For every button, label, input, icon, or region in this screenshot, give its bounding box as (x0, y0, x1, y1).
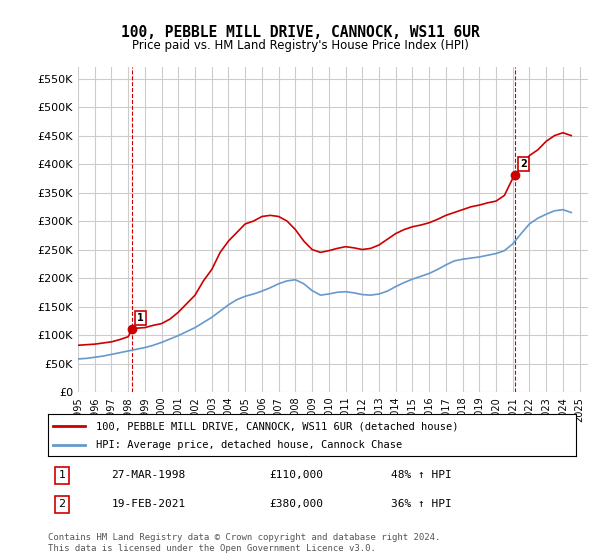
Text: 2: 2 (520, 159, 527, 169)
Text: 36% ↑ HPI: 36% ↑ HPI (391, 500, 452, 509)
Text: 100, PEBBLE MILL DRIVE, CANNOCK, WS11 6UR (detached house): 100, PEBBLE MILL DRIVE, CANNOCK, WS11 6U… (95, 421, 458, 431)
Text: Contains HM Land Registry data © Crown copyright and database right 2024.: Contains HM Land Registry data © Crown c… (48, 533, 440, 542)
Text: 1: 1 (59, 470, 65, 480)
Text: HPI: Average price, detached house, Cannock Chase: HPI: Average price, detached house, Cann… (95, 440, 402, 450)
Text: 19-FEB-2021: 19-FEB-2021 (112, 500, 185, 509)
Text: 48% ↑ HPI: 48% ↑ HPI (391, 470, 452, 480)
Text: 27-MAR-1998: 27-MAR-1998 (112, 470, 185, 480)
Text: £380,000: £380,000 (270, 500, 324, 509)
Text: £110,000: £110,000 (270, 470, 324, 480)
Text: 2: 2 (59, 500, 65, 509)
Text: 1: 1 (137, 313, 144, 323)
Text: This data is licensed under the Open Government Licence v3.0.: This data is licensed under the Open Gov… (48, 544, 376, 553)
Text: 100, PEBBLE MILL DRIVE, CANNOCK, WS11 6UR: 100, PEBBLE MILL DRIVE, CANNOCK, WS11 6U… (121, 25, 479, 40)
Text: Price paid vs. HM Land Registry's House Price Index (HPI): Price paid vs. HM Land Registry's House … (131, 39, 469, 52)
